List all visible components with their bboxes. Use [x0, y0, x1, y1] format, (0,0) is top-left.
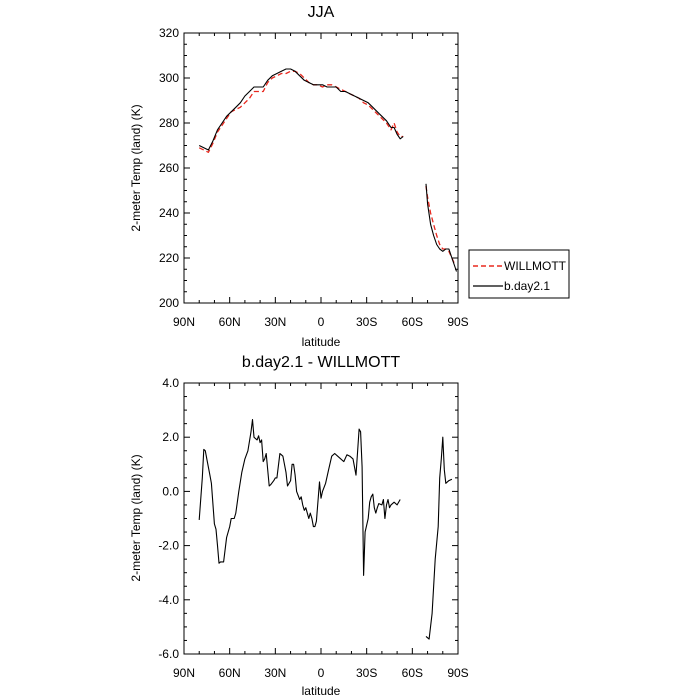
legend-bday-label: b.day2.1 [504, 279, 550, 293]
top-y-tick-label: 200 [159, 296, 179, 310]
top-y-axis-label: 2-meter Temp (land) (K) [129, 104, 143, 231]
legend-willmott-label: WILLMOTT [504, 259, 567, 273]
top-series-lines [198, 68, 458, 272]
bottom-y-tick-label: 0.0 [162, 484, 179, 498]
top-x-tick-label: 60N [219, 315, 241, 329]
top-y-tick-label: 280 [159, 116, 179, 130]
top-x-tick-label: 90N [173, 315, 195, 329]
top-plot-frame [183, 32, 459, 304]
top-x-tick-label: 60S [402, 315, 423, 329]
top-x-tick-label: 30S [356, 315, 377, 329]
bottom-series-line [198, 419, 401, 576]
bottom-x-tick-label: 90S [447, 666, 468, 680]
top-b-day2-1-line [198, 68, 404, 151]
top-panel-title: JJA [308, 4, 335, 21]
bottom-panel-title: b.day2.1 - WILLMOTT [242, 354, 400, 371]
bottom-y-axis-label: 2-meter Temp (land) (K) [129, 454, 143, 581]
top-willmott-line [198, 70, 404, 153]
bottom-x-tick-label: 30N [264, 666, 286, 680]
bottom-x-axis-label: latitude [302, 684, 341, 698]
top-x-tick-label: 0 [318, 315, 325, 329]
top-y-tick-label: 320 [159, 26, 179, 40]
top-y-tick-label: 220 [159, 251, 179, 265]
legend: WILLMOTT b.day2.1 [468, 249, 570, 299]
bottom-y-tick-label: 2.0 [162, 430, 179, 444]
bottom-y-tick-label: 4.0 [162, 376, 179, 390]
bottom-series-lines [198, 419, 453, 640]
bottom-x-tick-label: 60S [402, 666, 423, 680]
top-axis-ticks: 90N 60N 30N 0 30S 60S 90S 200 220 240 260 280 300 320 [159, 26, 469, 329]
top-x-tick-label: 30N [264, 315, 286, 329]
top-panel: JJA 90N 60N 30N 0 30S 60S 90S 200 220 240 260 280 30… [129, 4, 570, 349]
bottom-x-tick-label: 30S [356, 666, 377, 680]
bottom-panel: b.day2.1 - WILLMOTT 90N 60N 30N 0 30S 60S 90S -… [129, 354, 469, 698]
top-b-day2-1-line [425, 183, 458, 272]
top-y-tick-label: 240 [159, 206, 179, 220]
bottom-x-tick-label: 60N [219, 666, 241, 680]
bottom-axis-ticks: 90N 60N 30N 0 30S 60S 90S -6.0 -4.0 -2.0 0.0 2.0 4.0 [158, 376, 468, 680]
bottom-x-tick-label: 90N [173, 666, 195, 680]
top-x-tick-label: 90S [447, 315, 468, 329]
bottom-y-tick-label: -2.0 [158, 539, 179, 553]
bottom-y-tick-label: -4.0 [158, 593, 179, 607]
bottom-plot-frame [183, 382, 459, 655]
legend-box [468, 249, 570, 299]
top-y-tick-label: 300 [159, 71, 179, 85]
top-y-tick-label: 260 [159, 161, 179, 175]
bottom-x-tick-label: 0 [318, 666, 325, 680]
bottom-series-line [425, 436, 453, 640]
top-x-axis-label: latitude [302, 335, 341, 349]
bottom-y-tick-label: -6.0 [158, 647, 179, 661]
